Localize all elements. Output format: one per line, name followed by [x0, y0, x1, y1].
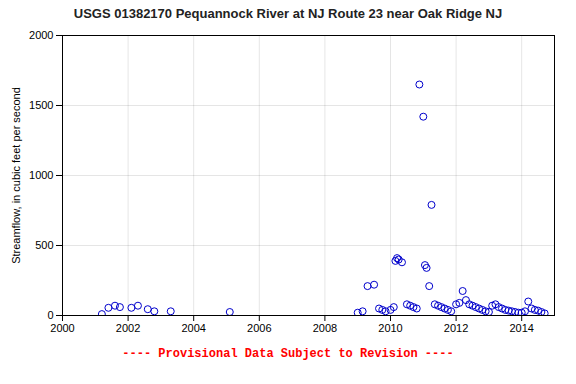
html-text:---- Provisional Data Subject: ---- Provisional Data Subject to Revisio…	[122, 347, 454, 361]
svg-text:2000: 2000	[50, 322, 74, 334]
svg-text:2004: 2004	[181, 322, 205, 334]
svg-text:2006: 2006	[247, 322, 271, 334]
svg-text:2000: 2000	[29, 29, 53, 41]
svg-text:1000: 1000	[29, 169, 53, 181]
svg-text:2012: 2012	[444, 322, 468, 334]
svg-text:2010: 2010	[378, 322, 402, 334]
svg-text:500: 500	[35, 239, 53, 251]
svg-text:Streamflow, in cubic feet per: Streamflow, in cubic feet per second	[10, 87, 22, 264]
html-text:USGS 01382170 Pequannock River: USGS 01382170 Pequannock River at NJ Rou…	[73, 6, 503, 21]
svg-text:2008: 2008	[313, 322, 337, 334]
svg-text:2002: 2002	[116, 322, 140, 334]
svg-text:2014: 2014	[509, 322, 533, 334]
svg-text:1500: 1500	[29, 99, 53, 111]
svg-text:0: 0	[47, 309, 53, 321]
